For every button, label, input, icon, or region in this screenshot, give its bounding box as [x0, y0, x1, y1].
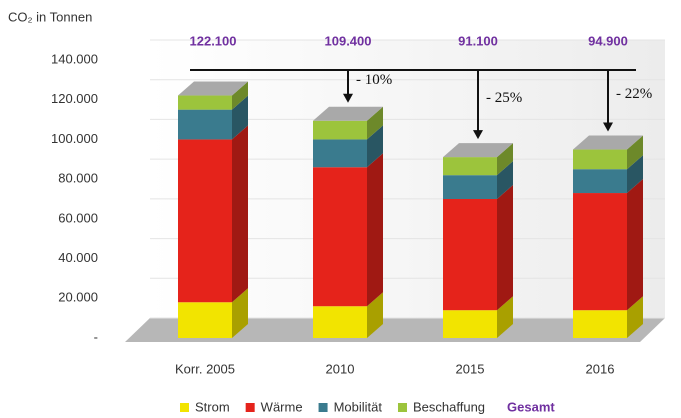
bar-top [573, 135, 643, 150]
bar-side [367, 153, 383, 307]
arrow-head [473, 130, 483, 140]
bar-segment [573, 149, 627, 170]
x-tick-label: Korr. 2005 [175, 361, 235, 376]
bar-side [627, 135, 643, 170]
y-tick-label: 140.000 [51, 51, 98, 66]
y-axis-label: CO₂ in Tonnen [8, 9, 92, 24]
legend-swatch [318, 403, 328, 412]
bar-segment [573, 169, 627, 194]
bar-segment [313, 139, 367, 168]
bar-segment [313, 167, 367, 307]
legend-swatch [397, 403, 407, 412]
bar-side [497, 185, 513, 311]
y-tick-label: - [94, 329, 98, 344]
legend-label: Wärme [261, 399, 303, 414]
bar-segment [573, 310, 627, 338]
bar-side [367, 106, 383, 140]
y-tick-label: 40.000 [58, 250, 98, 265]
y-tick-label: 80.000 [58, 171, 98, 186]
legend-label: Mobilität [334, 399, 383, 414]
legend-label: Strom [195, 399, 230, 414]
back-wall [150, 40, 665, 318]
bar-side [367, 292, 383, 338]
bar-segment [313, 306, 367, 338]
bar-segment [443, 157, 497, 176]
bar-side [497, 143, 513, 176]
arrow-head [603, 122, 613, 132]
x-tick-label: 2016 [586, 361, 615, 376]
y-tick-label: 20.000 [58, 290, 98, 305]
bar-side [232, 288, 248, 338]
total-label: 122.100 [190, 33, 237, 48]
arrow-head [343, 93, 353, 103]
legend-swatch [245, 403, 255, 412]
bar-side [497, 296, 513, 338]
annotation: - 10% [356, 72, 392, 88]
bar-side [627, 296, 643, 338]
legend-label: Beschaffung [413, 399, 485, 414]
bar-top [178, 81, 248, 96]
x-tick-label: 2010 [326, 361, 355, 376]
floor [125, 318, 665, 342]
legend-swatch [180, 403, 189, 412]
y-tick-label: 60.000 [58, 210, 98, 225]
bar-side [232, 95, 248, 140]
bar-side [232, 125, 248, 303]
total-label: 94.900 [588, 33, 628, 48]
total-label: 91.100 [458, 33, 498, 48]
x-tick-label: 2015 [456, 361, 485, 376]
annotation: - 25% [486, 90, 522, 106]
bar-side [232, 81, 248, 110]
bar-segment [443, 175, 497, 199]
y-tick-label: 120.000 [51, 91, 98, 106]
total-label: 109.400 [325, 33, 372, 48]
bar-side [497, 161, 513, 199]
bar-segment [178, 139, 232, 303]
bar-segment [178, 95, 232, 110]
bar-segment [178, 302, 232, 338]
bar-segment [313, 120, 367, 140]
bar-segment [443, 310, 497, 338]
bar-side [627, 155, 643, 194]
annotation: - 22% [616, 86, 652, 102]
bar-top [443, 143, 513, 158]
bar-side [627, 179, 643, 311]
bar-top [313, 106, 383, 121]
legend-label: Gesamt [507, 399, 555, 414]
bar-segment [573, 193, 627, 311]
y-tick-label: 100.000 [51, 131, 98, 146]
bar-side [367, 125, 383, 168]
bar-segment [178, 109, 232, 140]
bar-segment [443, 199, 497, 311]
